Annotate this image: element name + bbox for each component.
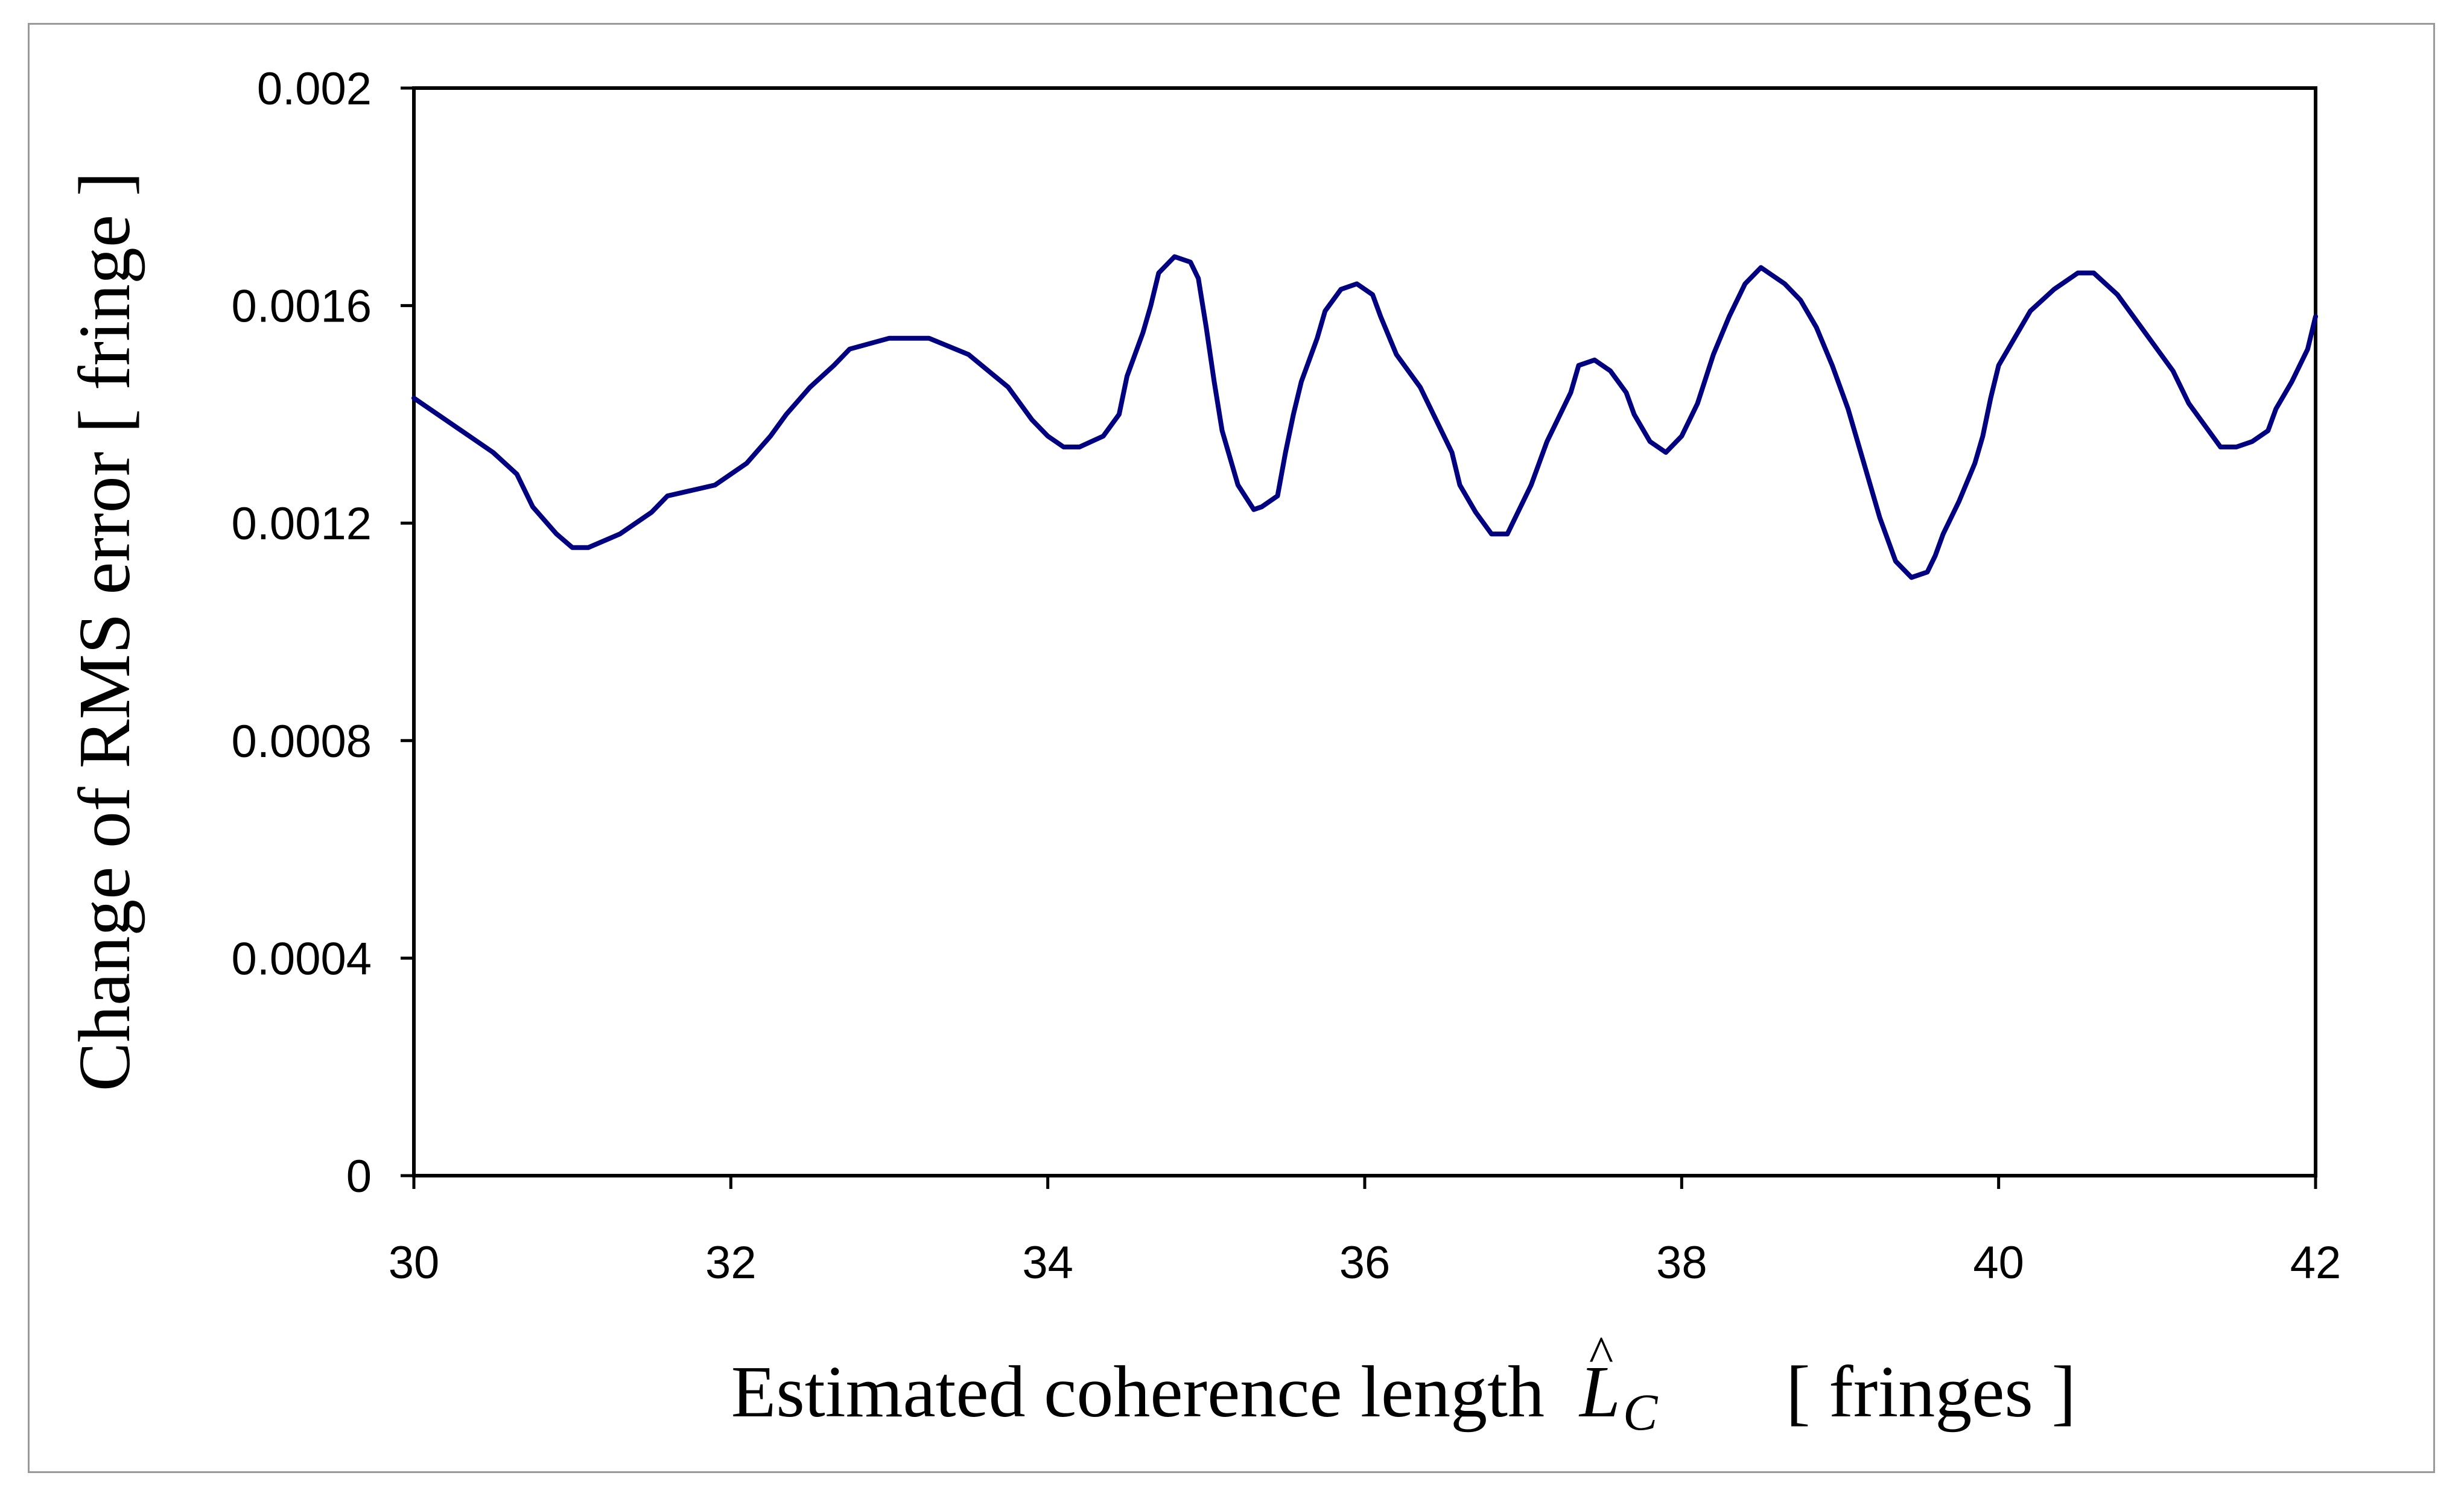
- x-tick-label: 30: [389, 1237, 440, 1288]
- x-axis-title-unit: [ fringes ]: [1786, 1351, 2076, 1433]
- x-tick-label: 36: [1339, 1237, 1391, 1288]
- x-axis-title: Estimated coherence length L ^ C [ fring…: [731, 1325, 2076, 1441]
- y-tick-label: 0.0012: [232, 498, 372, 550]
- x-tick-label: 34: [1022, 1237, 1073, 1288]
- y-tick-label: 0.0008: [232, 716, 372, 767]
- y-tick-label: 0.002: [257, 63, 372, 115]
- plot-area: [412, 86, 2317, 1177]
- x-tick-label: 38: [1656, 1237, 1707, 1288]
- series-line: [411, 254, 2318, 580]
- x-axis-title-prefix: Estimated coherence length: [731, 1351, 1545, 1433]
- y-tick-label: 0.0016: [232, 281, 372, 332]
- x-axis-ticks: 30 32 34 36 38 40 42: [389, 1176, 2342, 1288]
- y-tick-label: 0: [346, 1151, 372, 1202]
- chart-frame: [28, 23, 2435, 1473]
- x-tick-label: 32: [705, 1237, 757, 1288]
- x-tick-label: 42: [2290, 1237, 2342, 1288]
- x-axis-title-symbol-subscript: C: [1623, 1383, 1659, 1441]
- x-axis-title-symbol: L: [1578, 1351, 1621, 1433]
- y-axis-title: Change of RMS error [ fringe ]: [64, 172, 145, 1092]
- y-tick-label: 0.0004: [232, 933, 372, 984]
- x-axis-title-symbol-accent: ^: [1588, 1325, 1613, 1383]
- y-axis-ticks: 0 0.0004 0.0008 0.0012 0.0016 0.002: [232, 63, 414, 1202]
- x-tick-label: 40: [1973, 1237, 2024, 1288]
